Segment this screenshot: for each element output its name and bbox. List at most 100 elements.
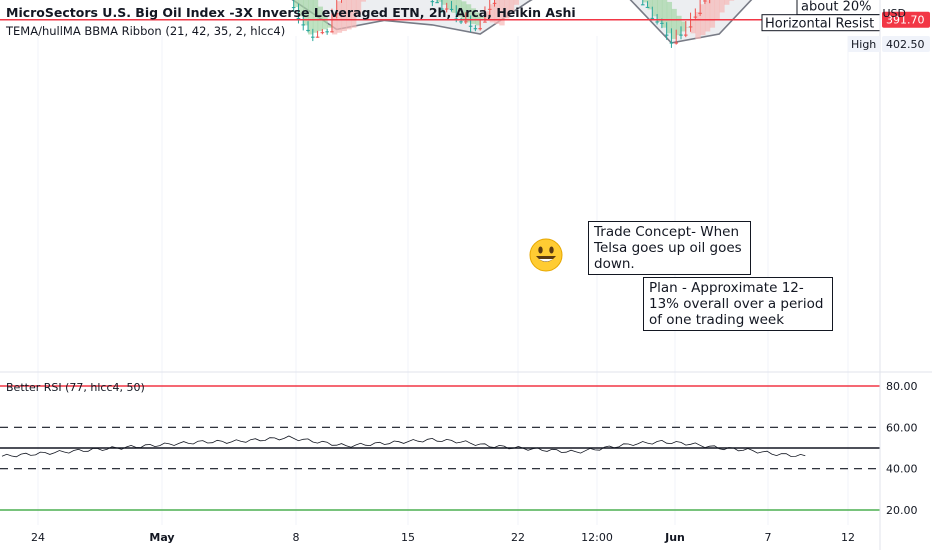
ribbon-segment (360, 0, 367, 2)
candle-body (444, 8, 449, 10)
time-tick-label: 12 (841, 531, 855, 544)
ribbon-segment (331, 14, 338, 35)
time-tick-label: Jun (664, 531, 685, 544)
candle-body (660, 22, 664, 24)
ribbon-segment (642, 0, 649, 3)
ribbon-segment (661, 0, 668, 28)
ribbon-segment (714, 0, 720, 21)
ribbon-segment (298, 0, 304, 17)
candle-body (688, 26, 693, 28)
rsi-label: Better RSI (77, hlcc4, 50) (6, 381, 145, 394)
candle-body (306, 29, 310, 31)
ribbon-segment (484, 11, 491, 21)
ribbon-segment (676, 15, 682, 36)
candle-body (655, 21, 659, 23)
candle-body (640, 4, 645, 6)
ribbon-segment (327, 24, 333, 28)
ribbon-segment (685, 27, 692, 28)
rsi-pane: 80.00 60.00 40.00 20.00 (0, 371, 932, 517)
ribbon-segment (680, 21, 687, 32)
candle-body (291, 7, 296, 9)
ribbon-segment (499, 0, 505, 26)
rsi-line (1, 435, 806, 458)
smiley-face-emoji (529, 238, 563, 272)
trade-concept-note[interactable]: Trade Concept- When Telsa goes up oil go… (588, 221, 751, 275)
ribbon-segment (513, 0, 520, 5)
resistance-annotations[interactable]: about 20%Horizontal Resistabout 15%Horiz… (761, 0, 881, 32)
ribbon-segment (480, 16, 486, 19)
annotation-text: about 20% (801, 0, 872, 15)
ribbon-segment (346, 0, 352, 30)
annotation-subtext: Horizontal Resist (765, 17, 874, 32)
currency-label: USD (882, 7, 906, 20)
plan-note[interactable]: Plan - Approximate 12-13% overall over a… (643, 277, 833, 331)
ribbon-segment (446, 0, 453, 9)
candle-body (320, 32, 325, 34)
rsi-tick-label: 60.00 (886, 421, 918, 434)
resistance-price-tag: 391.70 (886, 14, 925, 27)
time-tick-label: May (149, 531, 174, 544)
chart-grid (37, 36, 849, 525)
ribbon-segment (470, 8, 476, 24)
ribbon-segment (355, 0, 362, 15)
ma-ribbon (293, 0, 735, 39)
ribbon-segment (494, 0, 500, 24)
ribbon-segment (652, 0, 658, 17)
rsi-tick-label: 40.00 (886, 463, 918, 476)
horizontal-levels (0, 18, 880, 21)
time-tick-label: 7 (765, 531, 772, 544)
rsi-tick-label: 80.00 (886, 380, 918, 393)
ribbon-segment (657, 0, 663, 23)
ribbon-segment (312, 0, 319, 33)
candle-body (674, 42, 679, 44)
band-fill (292, 0, 752, 43)
ribbon-segment (336, 1, 343, 33)
candle-body (334, 13, 339, 15)
candle-body (669, 42, 674, 44)
ribbon-segment (341, 0, 347, 32)
candle-body (459, 21, 463, 23)
ribbon-segment (451, 0, 457, 13)
candle-body (664, 34, 669, 36)
ribbon-segment (308, 0, 314, 35)
candle-body (698, 12, 702, 14)
rsi-tick-label: 20.00 (886, 504, 918, 517)
ribbon-segment (465, 4, 472, 23)
ribbon-segment (322, 15, 328, 30)
candle-body (650, 17, 655, 19)
candle-body (430, 1, 435, 3)
candle-body (703, 0, 707, 2)
ribbon-segment (647, 0, 653, 10)
candle-body (483, 21, 487, 23)
ribbon-segment (489, 4, 496, 23)
extreme-label: High (851, 38, 876, 51)
ribbon-segment (441, 0, 448, 5)
ribbon-segment (437, 0, 443, 2)
time-tick-label: 8 (293, 531, 300, 544)
ribbon-segment (724, 0, 730, 5)
ribbon-segment (293, 0, 300, 8)
resistance-price-tag-bg (882, 11, 930, 28)
ribbon-segment (671, 8, 677, 39)
ribbon-segment (351, 0, 357, 28)
ribbon-segment (461, 1, 467, 21)
candle-body (325, 31, 329, 33)
candle-body (492, 2, 497, 4)
ribbon-segment (303, 0, 309, 26)
ribbon-segment (475, 12, 481, 26)
ribbon-segment (719, 0, 725, 13)
candle-body (473, 28, 478, 30)
candle-body (435, 2, 439, 4)
candle-body (487, 8, 492, 10)
ribbon-segment (695, 11, 701, 39)
chart-title: MicroSectors U.S. Big Oil Index -3X Inve… (6, 5, 576, 20)
candle-body (440, 8, 444, 10)
extreme-price-tag-bg (882, 36, 930, 52)
indicator-label: TEMA/hullMA BBMA Ribbon (21, 42, 35, 2, … (6, 24, 286, 38)
time-tick-label: 12:00 (581, 531, 613, 544)
resistance-annotation[interactable]: about 20% Horizontal Resist (761, 0, 881, 32)
ribbon-segment (456, 0, 462, 17)
price-axis: 282.00301.00313.00331.00341.00365.00380.… (848, 0, 930, 550)
candle-body (296, 18, 301, 20)
